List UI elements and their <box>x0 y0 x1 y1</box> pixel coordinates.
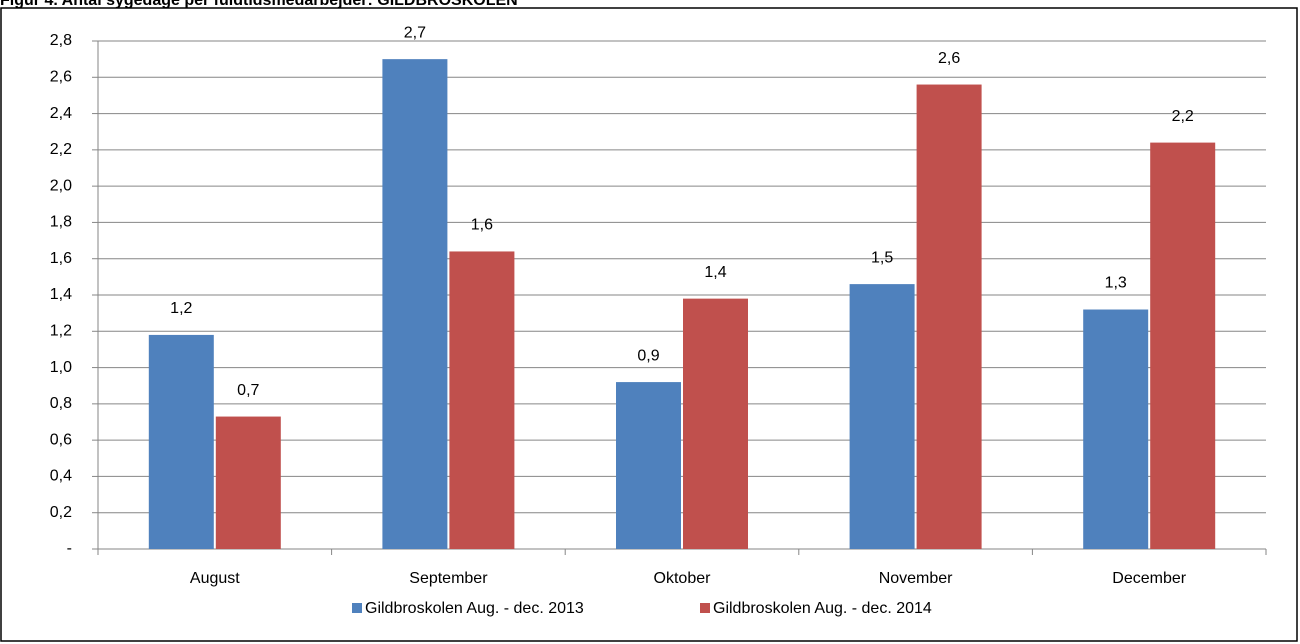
data-label: 2,2 <box>1172 108 1194 125</box>
y-tick-label: 0,6 <box>50 431 72 448</box>
bar <box>148 334 214 549</box>
x-tick-label: August <box>190 570 240 587</box>
legend-swatch <box>352 603 362 613</box>
y-tick-label: 1,4 <box>50 286 72 303</box>
bar <box>382 59 448 550</box>
bar <box>849 284 915 549</box>
data-label: 0,9 <box>637 347 659 364</box>
data-label: 1,2 <box>170 300 192 317</box>
y-tick-label: 0,8 <box>50 395 72 412</box>
data-label: 1,3 <box>1105 275 1127 292</box>
y-tick-label: 2,0 <box>50 177 72 194</box>
legend-label: Gildbroskolen Aug. - dec. 2014 <box>713 600 932 617</box>
bar <box>449 251 515 549</box>
legend-label: Gildbroskolen Aug. - dec. 2013 <box>365 600 584 617</box>
y-tick-label: 1,6 <box>50 250 72 267</box>
bar <box>1150 142 1216 549</box>
bar <box>215 416 281 549</box>
data-label: 1,5 <box>871 249 893 266</box>
bar <box>616 382 681 549</box>
x-tick-label: September <box>409 570 488 587</box>
data-label: 1,6 <box>471 217 493 234</box>
x-tick-label: November <box>879 570 953 587</box>
y-tick-label: 2,6 <box>50 69 72 86</box>
bar <box>916 84 982 550</box>
y-tick-label: 1,2 <box>50 323 72 340</box>
chart-title: Figur 4. Antal sygedage per fuldtidsmeda… <box>0 0 518 9</box>
x-tick-label: December <box>1112 570 1186 587</box>
x-tick-label: Oktober <box>654 570 712 587</box>
data-label: 0,7 <box>237 382 259 399</box>
y-tick-label: 0,2 <box>50 504 72 521</box>
bar <box>1083 309 1149 549</box>
bar <box>683 298 748 549</box>
y-tick-label: 1,8 <box>50 214 72 231</box>
y-tick-label: - <box>67 540 72 557</box>
y-tick-label: 2,2 <box>50 141 72 158</box>
y-tick-label: 2,4 <box>50 105 72 122</box>
y-tick-label: 2,8 <box>50 32 72 49</box>
y-tick-label: 0,4 <box>50 468 72 485</box>
legend-swatch <box>700 603 710 613</box>
data-label: 1,4 <box>704 264 726 281</box>
y-tick-label: 1,0 <box>50 359 72 376</box>
data-label: 2,6 <box>938 50 960 67</box>
data-label: 2,7 <box>404 24 426 41</box>
